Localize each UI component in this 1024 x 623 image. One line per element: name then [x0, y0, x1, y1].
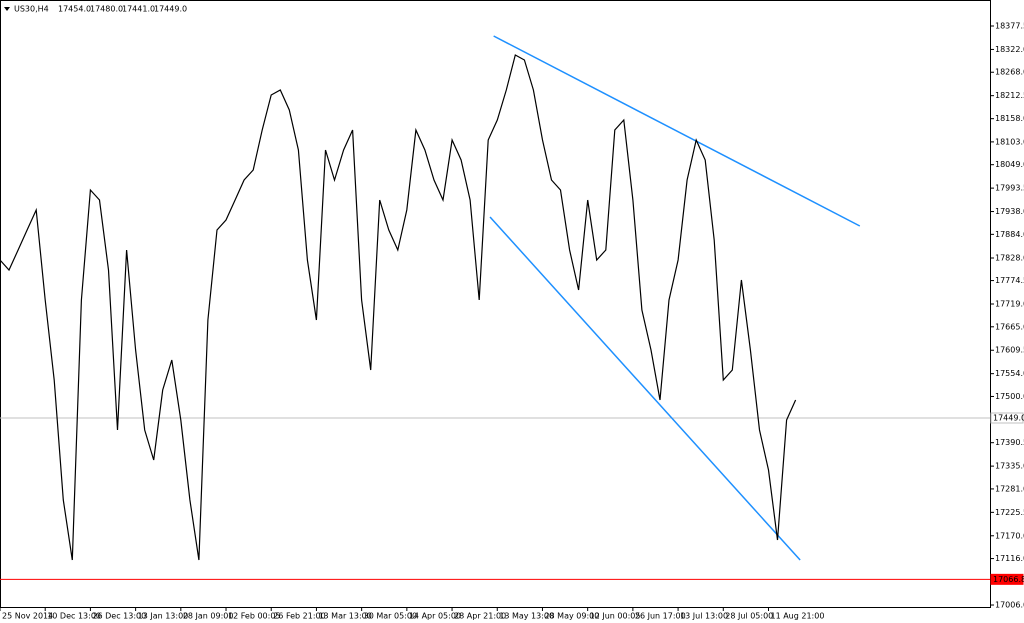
x-tick-label: 28 Jul 05:00	[725, 612, 773, 621]
x-tick-label: 28 Jan 09:00	[183, 612, 234, 621]
x-tick-label: 10 Dec 13:00	[47, 612, 101, 621]
trendline	[493, 35, 861, 227]
price-label: 17449.0	[993, 413, 1024, 422]
ohlc-value: 17480.0	[90, 5, 123, 14]
y-tick-label: 18377.5	[995, 22, 1024, 31]
y-tick-label: 17281.0	[995, 484, 1024, 493]
y-tick-label: 17993.5	[995, 184, 1024, 193]
x-tick-label: 14 Apr 05:00	[409, 612, 461, 621]
x-tick-label: 13 May 13:00	[499, 612, 554, 621]
y-tick-label: 17554.0	[995, 369, 1024, 378]
menu-arrow[interactable]	[4, 7, 10, 11]
symbol: US30,H4	[14, 5, 49, 14]
trendline	[489, 216, 801, 561]
y-tick-label: 17609.5	[995, 346, 1024, 355]
y-tick-label: 17170.0	[995, 531, 1024, 540]
x-tick-label: 12 Jun 00:05	[590, 612, 641, 621]
y-tick-label: 17719.0	[995, 300, 1024, 309]
x-tick-label: 13 Mar 13:00	[318, 612, 371, 621]
price-label-box	[990, 412, 1024, 424]
price-line-series	[0, 54, 797, 561]
y-tick-label: 17006.0	[995, 601, 1024, 610]
y-tick-label: 18049.0	[995, 160, 1024, 169]
ohlc-value: 17449.0	[154, 5, 187, 14]
y-tick-label: 18268.0	[995, 68, 1024, 77]
plot-frame	[0, 0, 991, 608]
price-label: 17066.8	[993, 575, 1024, 584]
y-tick-label: 17828.0	[995, 253, 1024, 262]
y-tick-label: 17225.5	[995, 508, 1024, 517]
x-tick-label: 28 May 09:00	[544, 612, 599, 621]
y-tick-label: 17884.0	[995, 230, 1024, 239]
y-tick-label: 17774.5	[995, 276, 1024, 285]
y-tick-label: 17390.5	[995, 438, 1024, 447]
ohlc-value: 17441.0	[122, 5, 155, 14]
price-label-box	[990, 573, 1024, 585]
y-tick-label: 17500.0	[995, 392, 1024, 401]
y-tick-label: 17665.0	[995, 322, 1024, 331]
x-tick-label: 13 Jan 13:00	[138, 612, 189, 621]
y-tick-label: 17335.0	[995, 462, 1024, 471]
x-tick-label: 12 Feb 00:05	[228, 612, 280, 621]
x-tick-label: 26 Jun 17:00	[635, 612, 686, 621]
x-tick-label: 11 Aug 21:00	[770, 612, 824, 621]
x-tick-label: 13 Jul 13:00	[680, 612, 728, 621]
x-tick-label: 28 Apr 21:00	[454, 612, 506, 621]
y-tick-label: 18212.5	[995, 91, 1024, 100]
y-tick-label: 18322.0	[995, 45, 1024, 54]
x-tick-label: 26 Feb 21:00	[273, 612, 325, 621]
y-tick-label: 17938.0	[995, 207, 1024, 216]
x-tick-label: 25 Nov 2014	[2, 612, 53, 621]
x-tick-label: 30 Mar 05:00	[364, 612, 417, 621]
y-tick-label: 18158.0	[995, 114, 1024, 123]
ohlc-value: 17454.0	[58, 5, 91, 14]
y-tick-label: 18103.0	[995, 137, 1024, 146]
y-tick-label: 17116.0	[995, 554, 1024, 563]
x-tick-label: 26 Dec 13:00	[92, 612, 146, 621]
